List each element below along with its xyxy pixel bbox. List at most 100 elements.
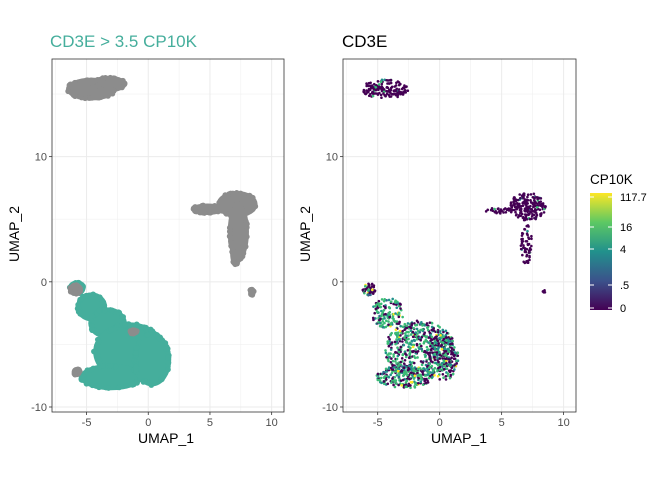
cell-point — [67, 288, 74, 295]
cell-point — [526, 243, 530, 247]
cell-point — [222, 192, 229, 198]
cell-point — [521, 253, 524, 257]
cell-point — [404, 91, 408, 94]
cell-point — [396, 369, 400, 373]
cell-point — [439, 333, 442, 337]
cell-point — [513, 204, 516, 207]
cell-point — [426, 373, 429, 376]
cell-point — [387, 335, 390, 339]
cell-point — [440, 361, 444, 365]
cell-point — [524, 213, 528, 216]
cell-point — [377, 302, 381, 306]
cell-point — [381, 320, 385, 323]
cell-point — [399, 90, 403, 94]
cell-point — [377, 85, 381, 89]
cell-point — [397, 88, 401, 91]
cell-point — [367, 87, 371, 91]
cell-point — [387, 344, 391, 348]
cell-point — [390, 85, 394, 89]
cell-point — [439, 344, 443, 348]
cell-point — [412, 349, 415, 353]
cell-point — [445, 367, 449, 371]
panel-title-left: CD3E > 3.5 CP10K — [50, 32, 198, 51]
cell-point — [65, 88, 72, 95]
cell-point — [404, 340, 408, 344]
cell-point — [425, 345, 429, 349]
cell-point — [522, 244, 525, 247]
cell-point — [380, 78, 384, 82]
cell-point — [444, 378, 448, 381]
cell-point — [387, 298, 391, 302]
cell-point — [397, 383, 400, 387]
cell-point — [450, 356, 453, 360]
cell-point — [433, 373, 436, 377]
cell-point — [444, 359, 448, 363]
cell-point — [390, 341, 394, 344]
grid-right — [343, 59, 576, 412]
cell-point — [525, 232, 529, 236]
cell-point — [413, 386, 417, 389]
cell-point — [400, 357, 404, 360]
cell-point — [448, 342, 452, 346]
cell-point — [447, 340, 451, 344]
cell-point — [430, 321, 434, 325]
cell-point — [374, 317, 377, 320]
cell-point — [425, 367, 429, 370]
cell-point — [441, 328, 445, 332]
cell-point — [107, 362, 114, 369]
panel-title-right: CD3E — [342, 32, 387, 51]
cell-point — [398, 348, 401, 352]
cell-point — [397, 338, 400, 341]
cell-point — [380, 313, 384, 316]
cell-point — [90, 291, 96, 298]
cell-point — [516, 203, 519, 206]
cell-point — [412, 338, 416, 342]
cell-point — [383, 317, 386, 320]
cell-point — [438, 378, 442, 381]
cell-point — [242, 243, 249, 250]
cell-point — [404, 366, 408, 369]
cell-point — [416, 371, 419, 375]
cell-point — [71, 371, 78, 377]
cell-point — [388, 306, 392, 310]
cell-point — [444, 329, 448, 333]
cell-point — [442, 360, 446, 364]
cell-point — [389, 343, 392, 346]
cell-point — [70, 92, 77, 99]
cell-point — [71, 282, 77, 289]
cell-point — [381, 88, 384, 91]
cell-point — [449, 373, 453, 377]
cell-point — [394, 360, 397, 363]
cell-point — [424, 338, 428, 342]
cell-point — [402, 370, 406, 374]
cell-point — [371, 316, 375, 320]
cell-point — [518, 193, 521, 196]
cell-point — [386, 353, 389, 357]
cell-point — [371, 91, 374, 94]
cell-point — [403, 336, 406, 339]
cell-point — [372, 291, 375, 295]
cell-point — [76, 367, 82, 373]
cell-point — [416, 381, 420, 385]
cell-point — [431, 351, 434, 354]
cell-point — [407, 384, 410, 388]
cell-point — [442, 368, 446, 371]
cell-point — [450, 366, 454, 370]
cell-point — [389, 360, 393, 364]
cell-point — [433, 352, 437, 356]
cell-point — [450, 337, 454, 340]
cell-point — [440, 368, 444, 372]
cell-point — [437, 333, 440, 337]
cell-point — [96, 384, 102, 391]
cell-point — [395, 306, 399, 310]
cell-point — [523, 209, 527, 213]
cell-point — [455, 362, 458, 365]
cell-point — [515, 205, 519, 209]
cell-point — [527, 205, 530, 209]
cell-point — [423, 349, 427, 353]
cell-point — [227, 233, 233, 240]
cell-point — [411, 330, 415, 334]
cell-point — [243, 221, 249, 227]
cell-point — [410, 340, 414, 343]
umap-panel-expression: CD3E -5 0 5 10 -10 0 10 UMAP_1 UMAP_2 — [297, 32, 577, 446]
